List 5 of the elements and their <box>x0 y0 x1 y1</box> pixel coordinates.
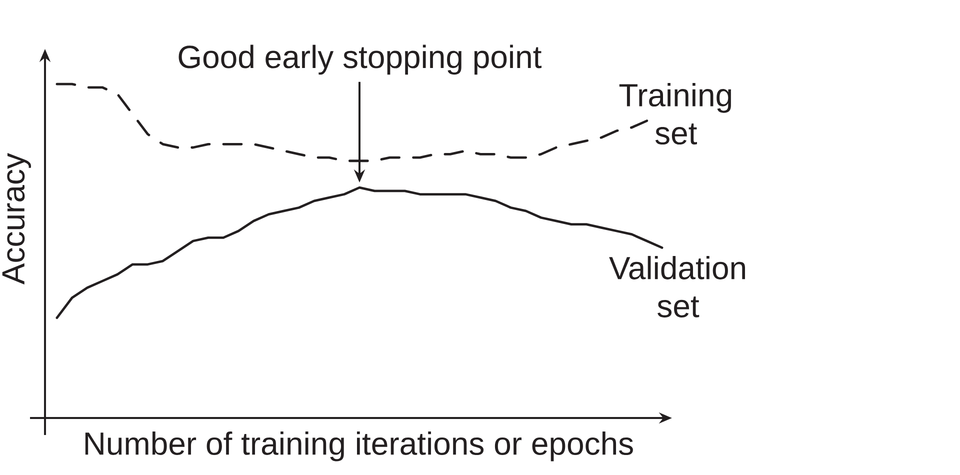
x-axis-title: Number of training iterations or epochs <box>85 431 633 462</box>
y-axis-title: Accuracy <box>2 153 32 284</box>
text: Good early stopping point <box>178 44 542 75</box>
series-label: Training set <box>619 83 732 145</box>
series-label: Validation set <box>609 256 746 318</box>
